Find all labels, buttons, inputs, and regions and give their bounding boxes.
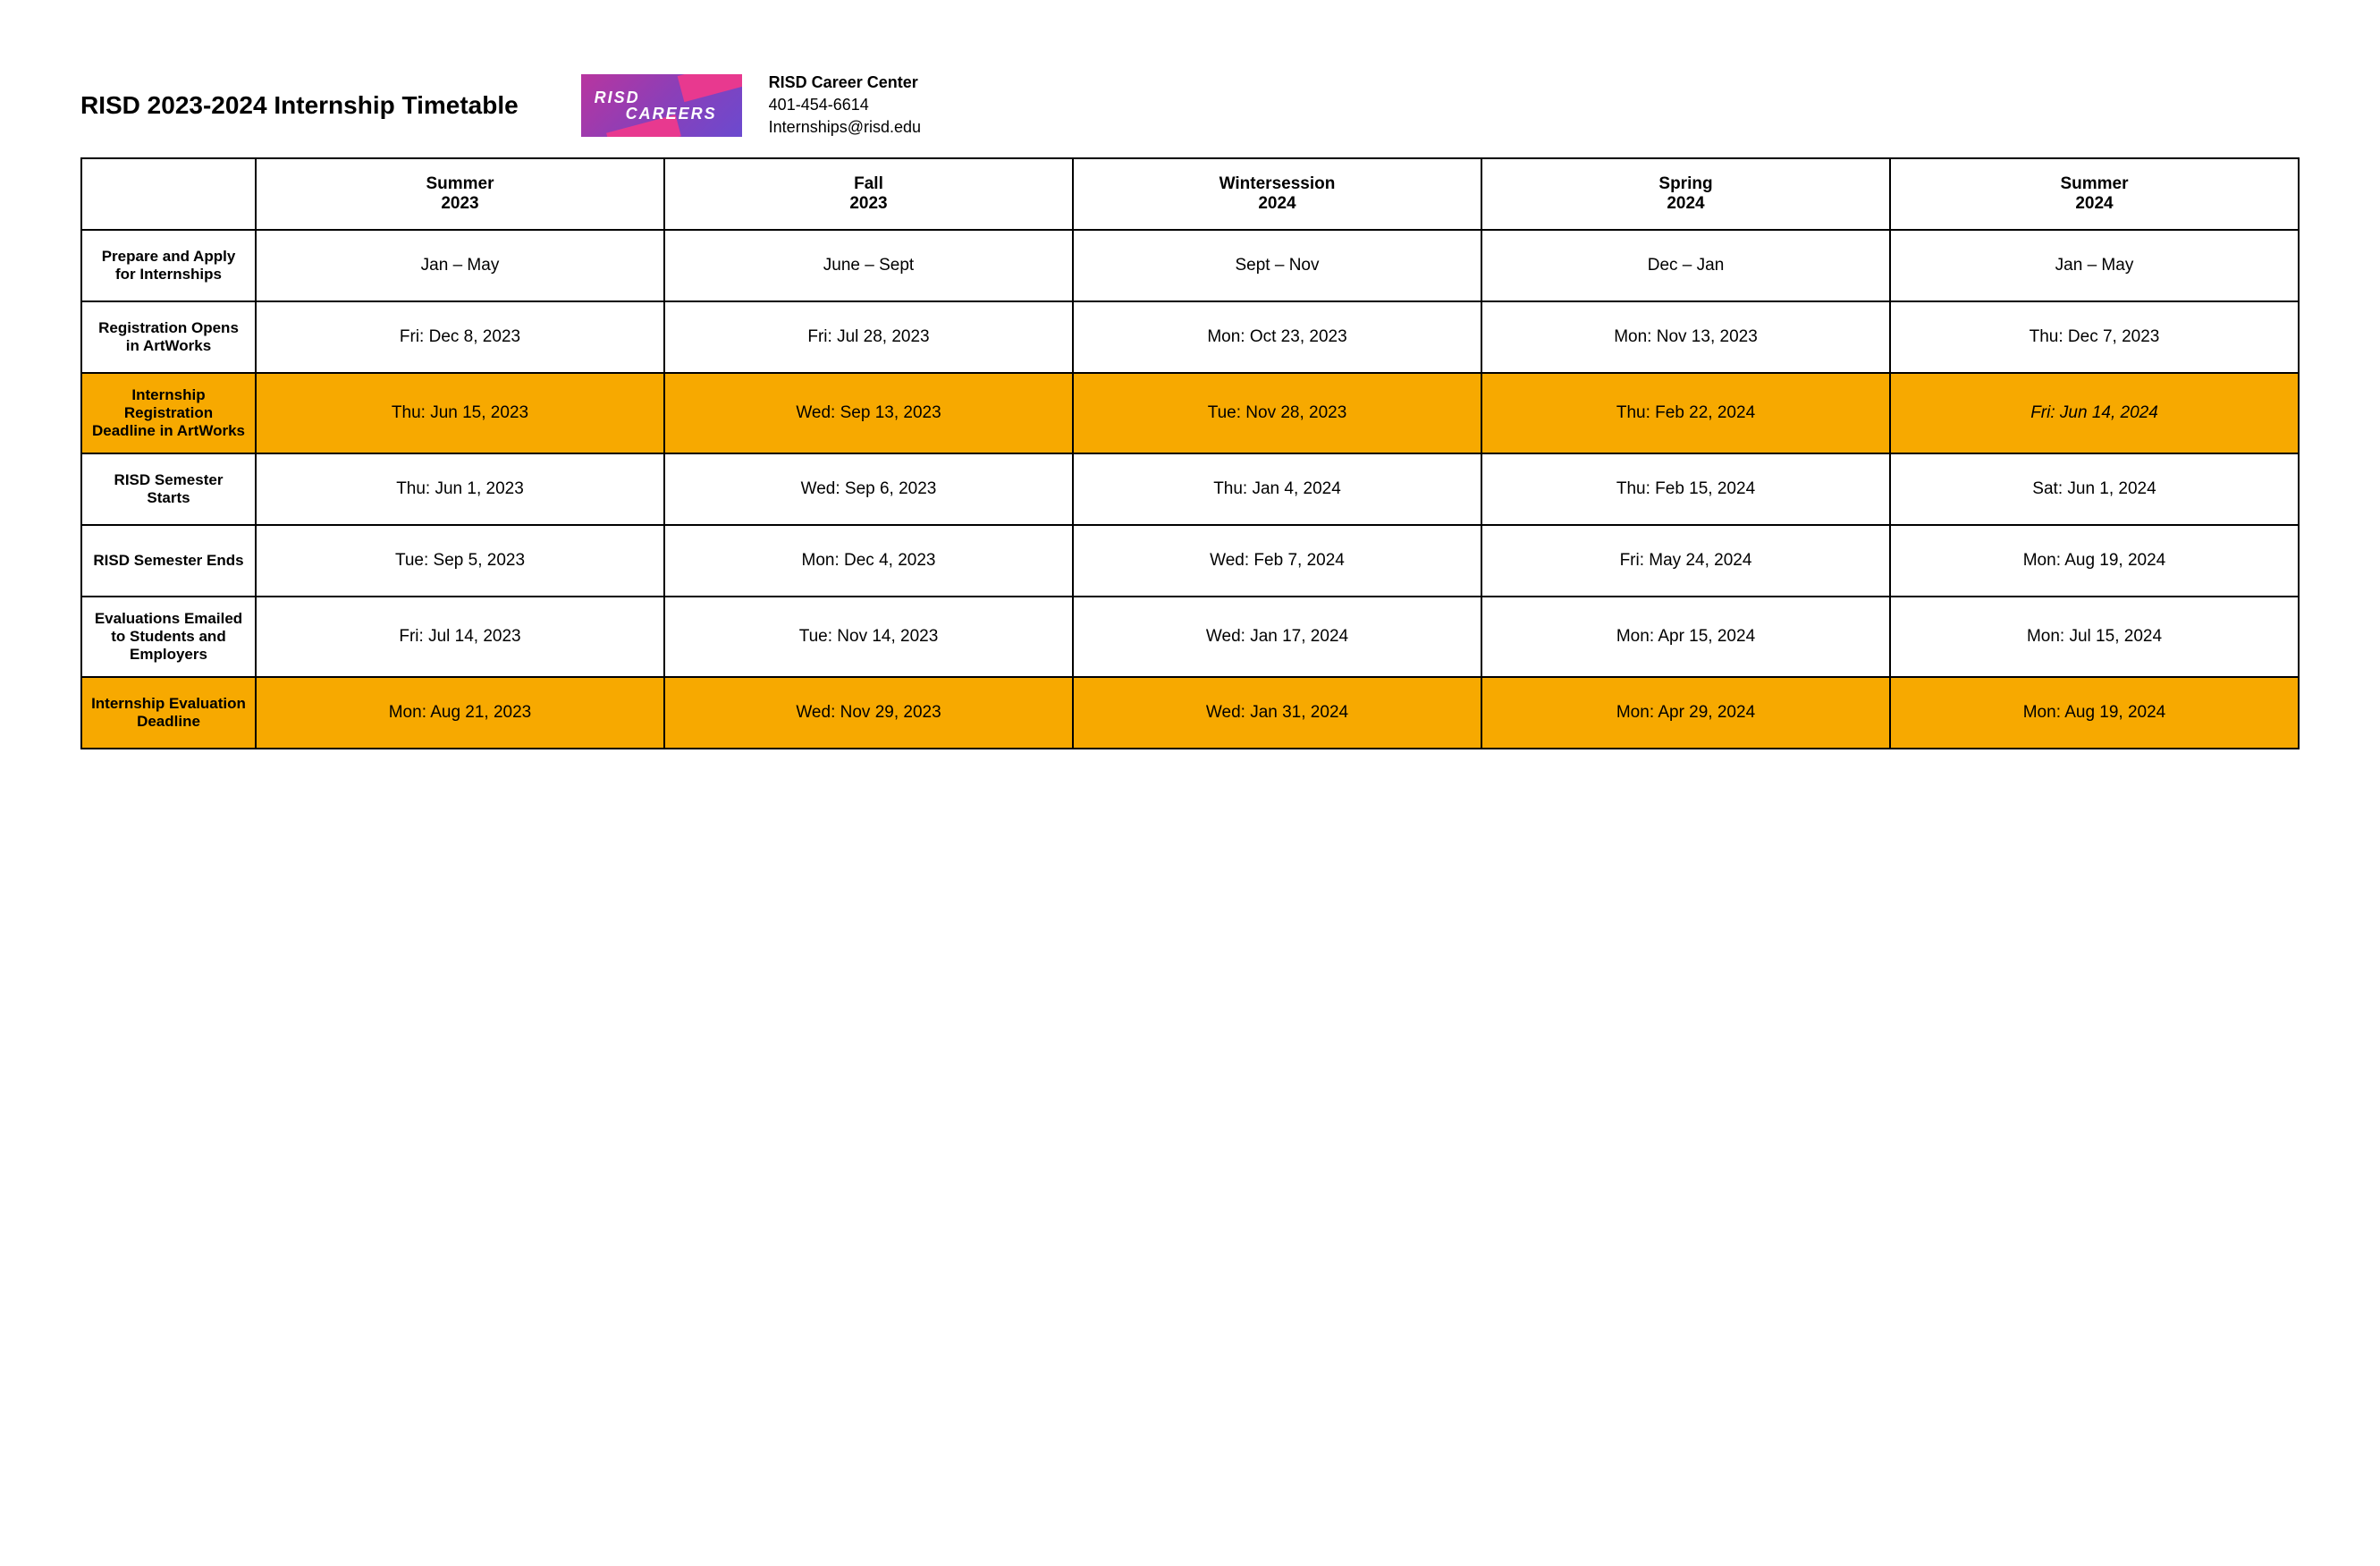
col-spring-2024: Spring2024 [1481,158,1890,230]
rowlabel-evaluations-emailed: Evaluations Emailed to Students and Empl… [81,597,256,677]
rowlabel-evaluation-deadline: Internship Evaluation Deadline [81,677,256,749]
cell: Thu: Feb 22, 2024 [1481,373,1890,453]
cell: Fri: Jul 28, 2023 [664,301,1073,373]
cell: Tue: Nov 14, 2023 [664,597,1073,677]
row-registration-deadline: Internship Registration Deadline in ArtW… [81,373,2299,453]
cell: Fri: Dec 8, 2023 [256,301,664,373]
rowlabel-registration-opens: Registration Opens in ArtWorks [81,301,256,373]
col-summer-2023: Summer2023 [256,158,664,230]
col-summer-2024: Summer2024 [1890,158,2299,230]
rowlabel-registration-deadline: Internship Registration Deadline in ArtW… [81,373,256,453]
cell: Mon: Aug 21, 2023 [256,677,664,749]
cell: Jan – May [1890,230,2299,301]
cell: Mon: Dec 4, 2023 [664,525,1073,597]
page-title: RISD 2023-2024 Internship Timetable [80,91,519,120]
header-row-terms: Summer2023 Fall2023 Wintersession2024 Sp… [81,158,2299,230]
cell: Wed: Sep 13, 2023 [664,373,1073,453]
row-semester-starts: RISD Semester Starts Thu: Jun 1, 2023 We… [81,453,2299,525]
cell: Wed: Jan 31, 2024 [1073,677,1481,749]
cell: Wed: Sep 6, 2023 [664,453,1073,525]
row-semester-ends: RISD Semester Ends Tue: Sep 5, 2023 Mon:… [81,525,2299,597]
logo-line1: RISD [595,89,742,106]
cell: Mon: Oct 23, 2023 [1073,301,1481,373]
col-wintersession-2024: Wintersession2024 [1073,158,1481,230]
contact-block: RISD Career Center 401-454-6614 Internsh… [769,72,921,140]
cell: Tue: Nov 28, 2023 [1073,373,1481,453]
cell: Thu: Jan 4, 2024 [1073,453,1481,525]
cell: Fri: May 24, 2024 [1481,525,1890,597]
header-blank [81,158,256,230]
cell: Tue: Sep 5, 2023 [256,525,664,597]
rowlabel-semester-ends: RISD Semester Ends [81,525,256,597]
cell: Mon: Aug 19, 2024 [1890,525,2299,597]
col-fall-2023: Fall2023 [664,158,1073,230]
row-prepare-apply: Prepare and Apply for Internships Jan – … [81,230,2299,301]
cell: Thu: Jun 1, 2023 [256,453,664,525]
logo-line2: CAREERS [626,106,742,122]
cell: Thu: Jun 15, 2023 [256,373,664,453]
risd-careers-logo: RISD CAREERS [581,74,742,137]
timetable: Summer2023 Fall2023 Wintersession2024 Sp… [80,157,2300,749]
row-evaluation-deadline: Internship Evaluation Deadline Mon: Aug … [81,677,2299,749]
rowlabel-semester-starts: RISD Semester Starts [81,453,256,525]
cell: Mon: Aug 19, 2024 [1890,677,2299,749]
header-row: RISD 2023-2024 Internship Timetable RISD… [80,72,2300,140]
timetable-body: Prepare and Apply for Internships Jan – … [81,230,2299,749]
cell: Mon: Apr 15, 2024 [1481,597,1890,677]
contact-phone: 401-454-6614 [769,94,921,116]
cell: Wed: Nov 29, 2023 [664,677,1073,749]
cell: Mon: Nov 13, 2023 [1481,301,1890,373]
cell: Thu: Dec 7, 2023 [1890,301,2299,373]
rowlabel-prepare-apply: Prepare and Apply for Internships [81,230,256,301]
cell: Sept – Nov [1073,230,1481,301]
cell: Mon: Jul 15, 2024 [1890,597,2299,677]
cell: Mon: Apr 29, 2024 [1481,677,1890,749]
contact-email: Internships@risd.edu [769,116,921,139]
row-evaluations-emailed: Evaluations Emailed to Students and Empl… [81,597,2299,677]
cell: Fri: Jul 14, 2023 [256,597,664,677]
contact-name: RISD Career Center [769,72,921,94]
cell: Sat: Jun 1, 2024 [1890,453,2299,525]
cell: Thu: Feb 15, 2024 [1481,453,1890,525]
cell: June – Sept [664,230,1073,301]
cell: Wed: Feb 7, 2024 [1073,525,1481,597]
cell: Jan – May [256,230,664,301]
cell: Fri: Jun 14, 2024 [1890,373,2299,453]
cell: Dec – Jan [1481,230,1890,301]
cell: Wed: Jan 17, 2024 [1073,597,1481,677]
row-registration-opens: Registration Opens in ArtWorks Fri: Dec … [81,301,2299,373]
